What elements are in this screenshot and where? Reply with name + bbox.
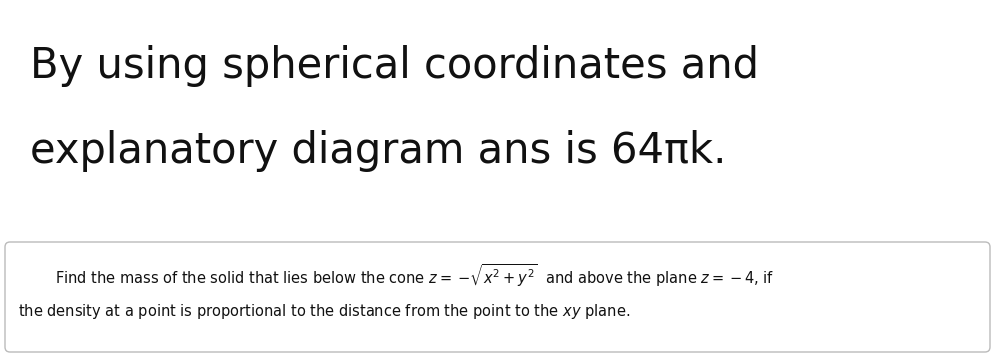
Text: explanatory diagram ans is 64πk.: explanatory diagram ans is 64πk. bbox=[30, 130, 727, 172]
Text: the density at a point is proportional to the distance from the point to the $xy: the density at a point is proportional t… bbox=[18, 302, 630, 321]
Text: By using spherical coordinates and: By using spherical coordinates and bbox=[30, 45, 759, 87]
FancyBboxPatch shape bbox=[5, 242, 990, 352]
Text: Find the mass of the solid that lies below the cone $z = -\!\sqrt{x^2 + y^2}$  a: Find the mass of the solid that lies bel… bbox=[55, 262, 775, 289]
